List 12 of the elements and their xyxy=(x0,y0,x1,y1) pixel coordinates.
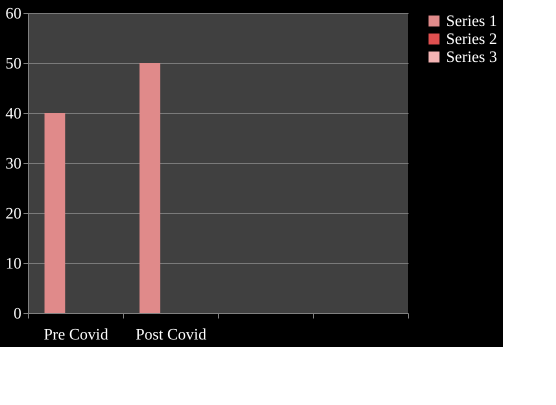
legend-label: Series 2 xyxy=(446,31,498,48)
y-tick-label: 40 xyxy=(6,106,22,122)
y-tick-label: 10 xyxy=(6,256,22,272)
legend-label: Series 3 xyxy=(446,49,498,66)
legend-label: Series 1 xyxy=(446,13,498,30)
y-tick-label: 20 xyxy=(6,206,22,222)
y-tick-label: 30 xyxy=(6,156,22,172)
x-tick-label: Pre Covid xyxy=(44,326,108,344)
y-tick-label: 0 xyxy=(14,306,22,322)
x-tick-label: Post Covid xyxy=(136,326,206,344)
y-tick-label: 60 xyxy=(6,6,22,22)
y-tick-label: 50 xyxy=(6,56,22,72)
